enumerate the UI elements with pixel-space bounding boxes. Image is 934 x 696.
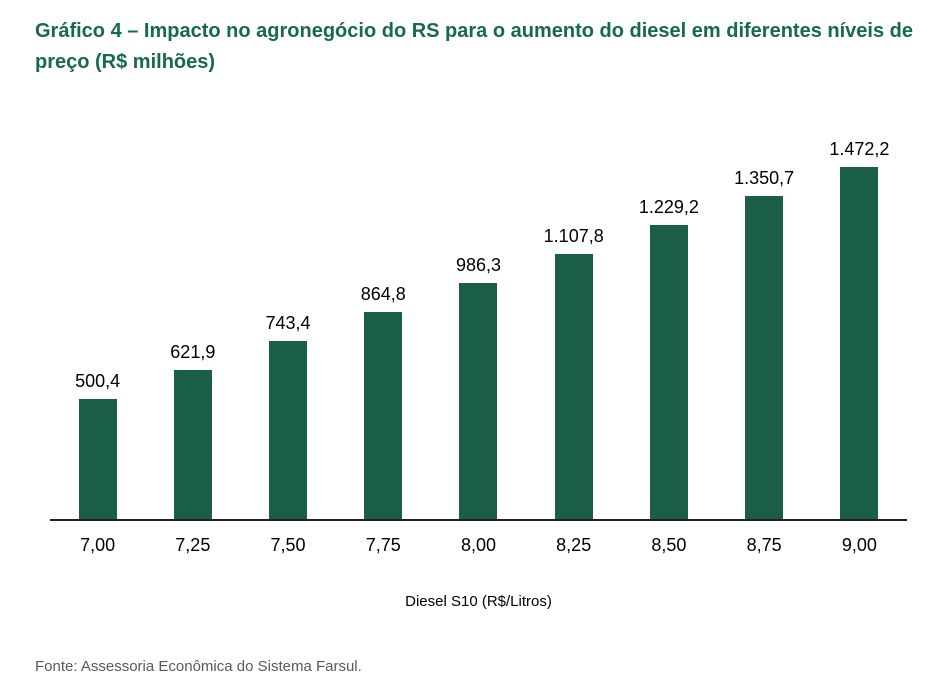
x-tick-label: 8,25 bbox=[556, 535, 592, 555]
bar-value-label: 986,3 bbox=[455, 255, 501, 276]
source-note: Fonte: Assessoria Econômica do Sistema F… bbox=[35, 658, 362, 675]
bar-value-label: 1.472,2 bbox=[829, 139, 890, 159]
bar-column: 621,9 bbox=[145, 342, 240, 519]
x-tick-label: 8,50 bbox=[651, 535, 687, 555]
bar bbox=[78, 399, 117, 519]
bar-value-label: 1.229,2 bbox=[638, 197, 699, 218]
bar bbox=[173, 370, 212, 519]
x-axis-title: Diesel S10 (R$/Litros) bbox=[405, 593, 552, 610]
bar bbox=[459, 283, 498, 519]
x-tick-label: 7,75 bbox=[365, 535, 401, 555]
bar-column: 986,3 bbox=[431, 255, 526, 519]
x-axis-ticks: 7,00 7,25 7,50 7,75 8,00 8,25 8,50 8,75 9,00 bbox=[50, 521, 907, 556]
bar-value-label: 864,8 bbox=[360, 284, 406, 305]
bar-column: 1.229,2 bbox=[621, 197, 716, 519]
plot-area: 500,4 621,9 743,4 864,8 986,3 1.107,8 1.229,2 1… bbox=[50, 139, 907, 521]
bar-value-label: 1.107,8 bbox=[543, 226, 604, 247]
x-tick-label: 7,25 bbox=[175, 535, 211, 555]
bar-value-label: 1.350,7 bbox=[734, 168, 795, 189]
bar bbox=[554, 254, 593, 519]
x-tick-label: 8,75 bbox=[746, 535, 782, 555]
bar-value-label: 621,9 bbox=[170, 342, 216, 363]
x-tick-label: 9,00 bbox=[841, 535, 877, 555]
bar bbox=[840, 167, 879, 519]
bar-column: 1.472,2 bbox=[812, 139, 907, 519]
bar-column: 743,4 bbox=[240, 313, 335, 519]
bar-column: 864,8 bbox=[336, 284, 431, 519]
x-tick-label: 7,00 bbox=[80, 535, 116, 555]
bar-chart: 500,4 621,9 743,4 864,8 986,3 1.107,8 1.229,2 1… bbox=[50, 139, 907, 610]
x-tick-label: 7,50 bbox=[270, 535, 306, 555]
bar-value-label: 500,4 bbox=[75, 371, 121, 392]
bar-column: 1.107,8 bbox=[526, 226, 621, 519]
bar bbox=[269, 341, 308, 519]
bar-value-label: 743,4 bbox=[265, 313, 311, 334]
bar bbox=[745, 196, 784, 519]
bar bbox=[649, 225, 688, 519]
bar bbox=[364, 312, 403, 519]
bar-column: 1.350,7 bbox=[717, 168, 812, 519]
x-tick-label: 8,00 bbox=[460, 535, 496, 555]
bar-column: 500,4 bbox=[50, 371, 145, 519]
chart-title: Gráfico 4 – Impacto no agronegócio do RS… bbox=[35, 20, 913, 73]
